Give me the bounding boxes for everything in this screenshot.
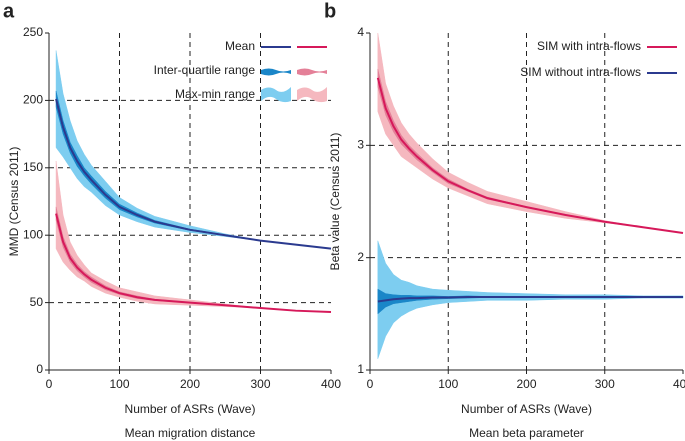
- y-tick-label: 4: [357, 25, 364, 39]
- x-tick-label: 100: [438, 377, 458, 391]
- x-tick-label: 0: [367, 377, 374, 391]
- legend-swatch: [261, 87, 291, 103]
- legend-swatch: [297, 87, 327, 103]
- x-tick-label: 300: [595, 377, 615, 391]
- mean-line: [377, 295, 683, 303]
- x-tick-label: 400: [321, 377, 341, 391]
- range-band: [377, 240, 684, 359]
- x-axis-label: Number of ASRs (Wave): [461, 402, 592, 416]
- mean-line: [55, 98, 332, 250]
- x-axis-label: Number of ASRs (Wave): [125, 402, 256, 416]
- x-tick-label: 300: [250, 377, 270, 391]
- iqr-band: [55, 206, 332, 313]
- mean-line: [55, 213, 332, 314]
- y-tick-label: 250: [23, 25, 43, 39]
- y-axis-label: Beta value (Census 2011): [328, 133, 342, 271]
- y-axis-label: MMD (Census 2011): [7, 147, 21, 257]
- x-tick-label: 200: [516, 377, 536, 391]
- y-tick-label: 2: [357, 250, 364, 264]
- legend-label: Inter-quartile range: [154, 63, 256, 77]
- range-band: [377, 32, 684, 234]
- y-tick-label: 3: [357, 138, 364, 152]
- range-band: [55, 50, 332, 249]
- legend-label: Mean: [225, 39, 255, 53]
- legend-label: Max-min range: [175, 87, 255, 101]
- legend-label: SIM with intra-flows: [537, 39, 641, 53]
- iqr-band: [55, 90, 332, 249]
- y-tick-label: 1: [357, 362, 364, 376]
- y-tick-label: 100: [23, 227, 43, 241]
- mean-line: [376, 77, 684, 234]
- subtitle: Mean migration distance: [125, 426, 256, 440]
- axis: [48, 33, 331, 371]
- y-tick-label: 200: [23, 93, 43, 107]
- x-tick-label: 200: [180, 377, 200, 391]
- x-tick-label: 100: [109, 377, 129, 391]
- subtitle: Mean beta parameter: [469, 426, 584, 440]
- panel-letter: a: [3, 0, 15, 22]
- y-tick-label: 0: [36, 362, 43, 376]
- panel-letter: b: [324, 0, 336, 22]
- x-tick-label: 0: [46, 377, 53, 391]
- y-tick-label: 50: [30, 295, 44, 309]
- legend-label: SIM without intra-flows: [520, 65, 641, 79]
- legend-swatch: [261, 68, 291, 76]
- x-tick-label: 400: [673, 377, 685, 391]
- legend-swatch: [297, 68, 327, 76]
- y-tick-label: 150: [23, 160, 43, 174]
